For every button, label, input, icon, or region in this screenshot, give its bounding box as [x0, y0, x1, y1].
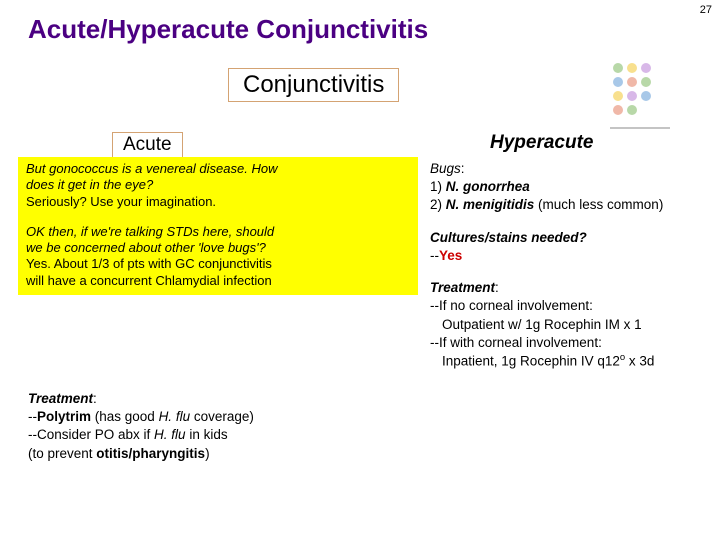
tr-nocorneal: --If no corneal involvement:: [430, 297, 710, 315]
treatment-line-1: --Polytrim (has good H. flu coverage): [28, 408, 254, 426]
treatment-line-3: (to prevent otitis/pharyngitis): [28, 445, 254, 463]
callout-q2-l1: OK then, if we're talking STDs here, sho…: [26, 224, 410, 240]
acute-label: Acute: [112, 132, 183, 158]
cultures-block: Cultures/stains needed? --Yes: [430, 229, 710, 265]
tr-nocorneal-detail: Outpatient w/ 1g Rocephin IM x 1: [430, 316, 710, 334]
bugs-heading: Bugs:: [430, 160, 710, 178]
right-column: Bugs: 1) N. gonorrhea 2) N. menigitidis …: [430, 160, 710, 385]
callout-a2-l2: will have a concurrent Chlamydial infect…: [26, 273, 410, 289]
treatment-line-2: --Consider PO abx if H. flu in kids: [28, 426, 254, 444]
bugs-block: Bugs: 1) N. gonorrhea 2) N. menigitidis …: [430, 160, 710, 215]
dots-decoration: [610, 60, 690, 140]
bugs-item-2: 2) N. menigitidis (much less common): [430, 196, 710, 214]
right-treatment-heading: Treatment:: [430, 279, 710, 297]
tr-corneal-detail: Inpatient, 1g Rocephin IV q12o x 3d: [430, 352, 710, 371]
callout-a1: Seriously? Use your imagination.: [26, 194, 410, 210]
yellow-callout: But gonococcus is a venereal disease. Ho…: [18, 157, 418, 295]
conjunctivitis-box: Conjunctivitis: [228, 68, 399, 102]
cultures-heading: Cultures/stains needed?: [430, 229, 710, 247]
left-treatment-block: Treatment: --Polytrim (has good H. flu c…: [28, 390, 254, 463]
callout-q1-l1: But gonococcus is a venereal disease. Ho…: [26, 161, 410, 177]
tr-corneal: --If with corneal involvement:: [430, 334, 710, 352]
callout-a2-l1: Yes. About 1/3 of pts with GC conjunctiv…: [26, 256, 410, 272]
page-number: 27: [700, 4, 712, 16]
treatment-heading: Treatment:: [28, 390, 254, 408]
right-treatment-block: Treatment: --If no corneal involvement: …: [430, 279, 710, 371]
callout-q2-l2: we be concerned about other 'love bugs'?: [26, 240, 410, 256]
bugs-item-1: 1) N. gonorrhea: [430, 178, 710, 196]
callout-q1-l2: does it get in the eye?: [26, 177, 410, 193]
hyperacute-label: Hyperacute: [490, 132, 594, 154]
slide-title: Acute/Hyperacute Conjunctivitis: [0, 0, 720, 45]
cultures-answer: --Yes: [430, 247, 710, 265]
